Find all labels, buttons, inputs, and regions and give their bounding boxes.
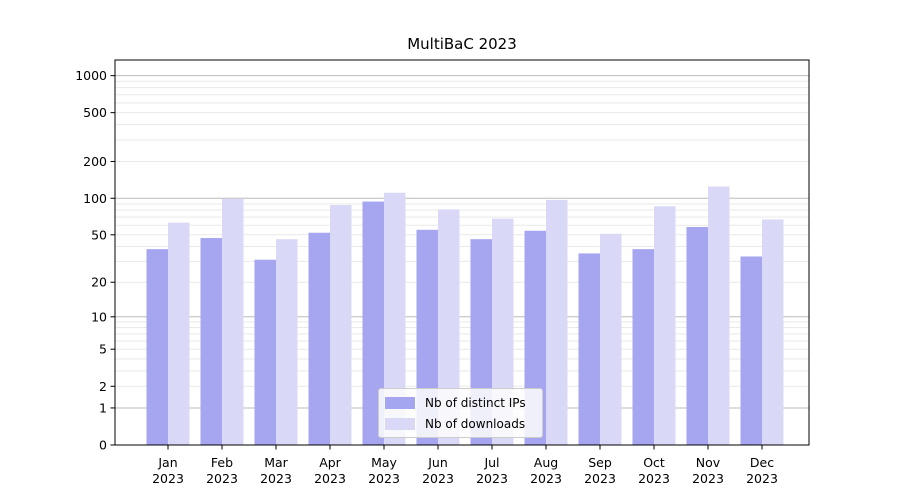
legend-label-downloads: Nb of downloads — [425, 416, 526, 431]
bar-downloads-apr — [330, 205, 352, 445]
chart-title: MultiBaC 2023 — [407, 35, 517, 53]
x-tick-label-month: Dec — [750, 455, 774, 470]
bar-downloads-oct — [654, 206, 676, 445]
legend-label-distinct-ips: Nb of distinct IPs — [425, 395, 526, 410]
x-tick-label-year: 2023 — [746, 471, 778, 486]
x-tick-label-year: 2023 — [692, 471, 724, 486]
x-tick-label-month: May — [371, 455, 397, 470]
x-tick-label-year: 2023 — [476, 471, 508, 486]
bar-distinct-ips-apr — [308, 232, 330, 445]
bar-distinct-ips-jan — [146, 249, 168, 445]
x-tick-label-year: 2023 — [422, 471, 454, 486]
legend: Nb of distinct IPs Nb of downloads — [378, 388, 543, 438]
y-tick-label: 10 — [91, 309, 107, 324]
legend-item-distinct-ips: Nb of distinct IPs — [385, 394, 536, 412]
x-tick-label-month: Jun — [427, 455, 448, 470]
bar-downloads-dec — [762, 219, 784, 445]
x-tick-label-month: Jan — [157, 455, 177, 470]
x-tick-label-year: 2023 — [584, 471, 616, 486]
bar-distinct-ips-oct — [632, 249, 654, 445]
bar-downloads-mar — [276, 239, 298, 445]
bar-downloads-nov — [708, 186, 730, 445]
y-tick-label: 100 — [83, 191, 107, 206]
x-tick-label-year: 2023 — [152, 471, 184, 486]
y-tick-label: 20 — [91, 275, 107, 290]
x-tick-label-month: Aug — [534, 455, 558, 470]
x-tick-label-month: Sep — [588, 455, 612, 470]
bar-distinct-ips-may — [362, 201, 384, 445]
x-tick-label-month: Feb — [211, 455, 233, 470]
bar-distinct-ips-sep — [578, 253, 600, 445]
bar-downloads-sep — [600, 233, 622, 445]
y-tick-label: 1 — [99, 400, 107, 415]
x-tick-label-year: 2023 — [530, 471, 562, 486]
bar-distinct-ips-feb — [200, 238, 222, 445]
y-tick-label: 200 — [83, 154, 107, 169]
x-tick-label-year: 2023 — [206, 471, 238, 486]
bar-downloads-may — [384, 192, 406, 445]
bar-distinct-ips-nov — [686, 227, 708, 445]
x-tick-label-month: Apr — [319, 455, 341, 470]
legend-swatch-distinct-ips — [385, 396, 415, 409]
x-tick-label-month: Mar — [264, 455, 288, 470]
y-tick-label: 1000 — [75, 68, 107, 83]
y-tick-label: 50 — [91, 227, 107, 242]
bar-downloads-jan — [168, 222, 190, 445]
y-tick-label: 0 — [99, 438, 107, 453]
legend-item-downloads: Nb of downloads — [385, 415, 536, 433]
x-tick-label-year: 2023 — [368, 471, 400, 486]
y-tick-label: 2 — [99, 379, 107, 394]
bar-distinct-ips-dec — [740, 256, 762, 445]
x-tick-label-month: Nov — [696, 455, 721, 470]
x-tick-label-year: 2023 — [260, 471, 292, 486]
x-tick-label-month: Jul — [483, 455, 499, 470]
bar-downloads-jun — [438, 209, 460, 445]
bar-downloads-aug — [546, 199, 568, 445]
y-tick-label: 500 — [83, 105, 107, 120]
x-tick-label-year: 2023 — [314, 471, 346, 486]
x-tick-label-year: 2023 — [638, 471, 670, 486]
y-tick-label: 5 — [99, 342, 107, 357]
x-tick-label-month: Oct — [643, 455, 665, 470]
axes-spines — [114, 59, 810, 446]
legend-swatch-downloads — [385, 417, 415, 430]
bar-downloads-feb — [222, 198, 244, 445]
bar-distinct-ips-mar — [254, 259, 276, 445]
